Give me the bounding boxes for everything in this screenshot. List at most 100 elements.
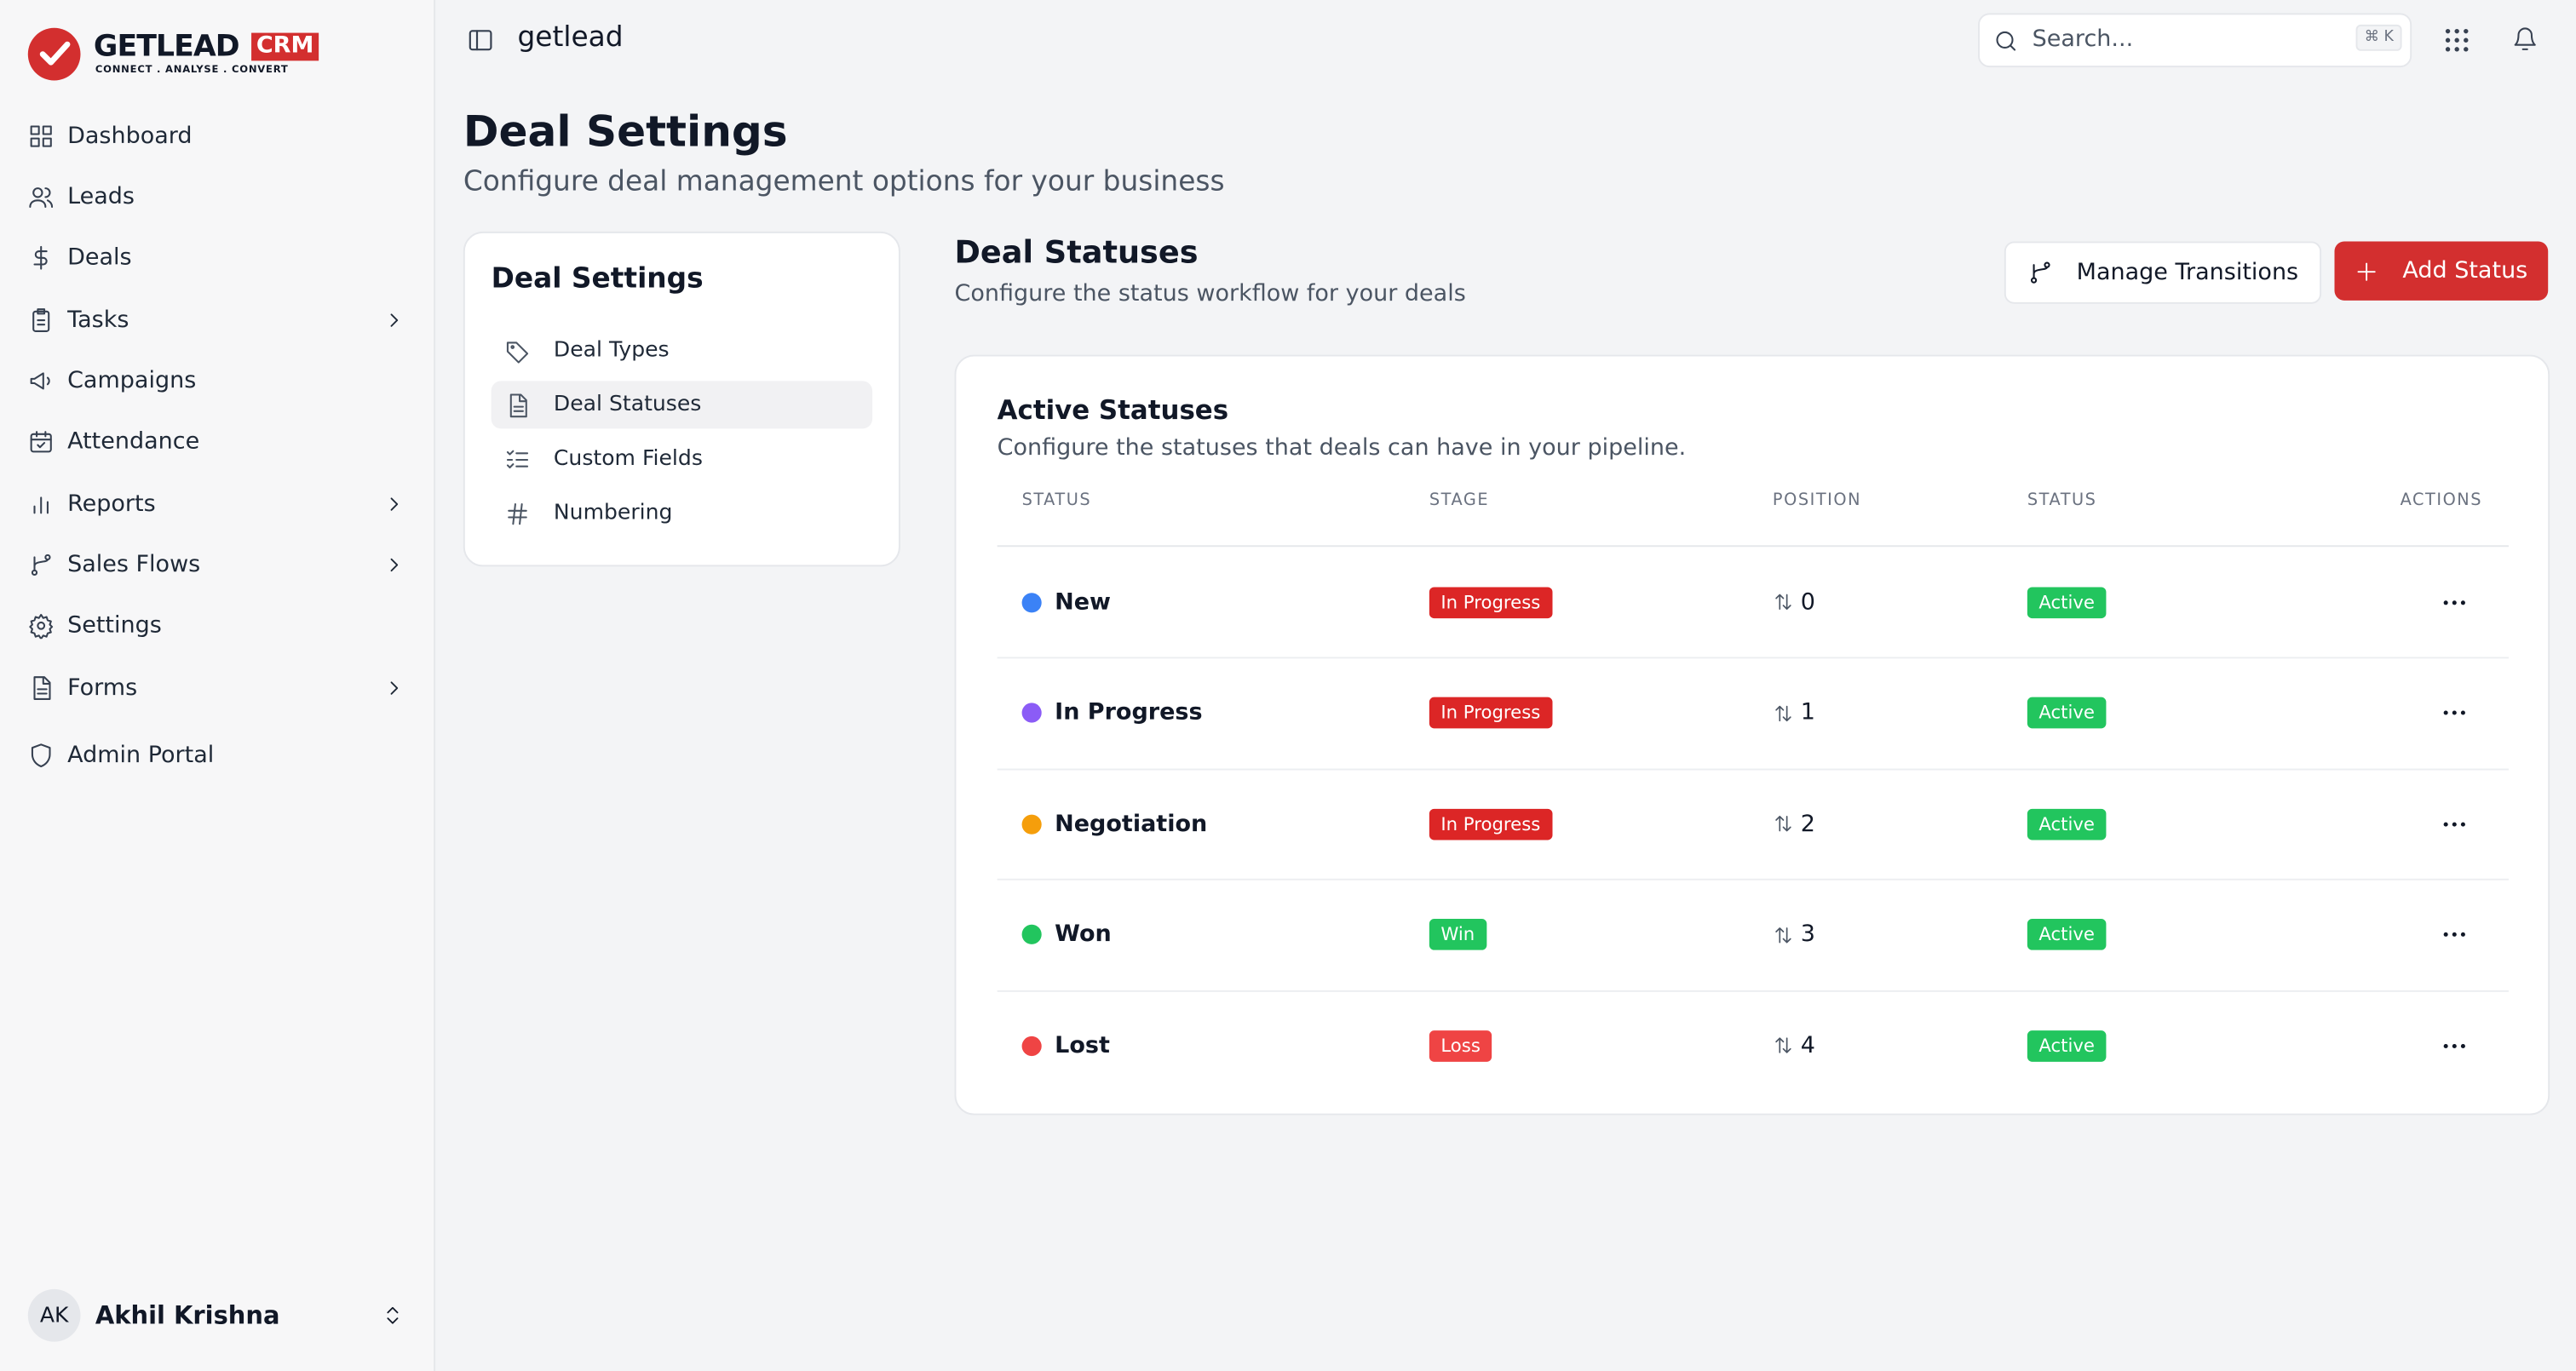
menu-label: Numbering <box>553 501 673 526</box>
user-menu-icon[interactable] <box>381 1304 404 1327</box>
more-icon <box>2443 710 2465 715</box>
nav-item[interactable]: Dashboard <box>28 112 406 161</box>
nav-label: Attendance <box>67 428 200 456</box>
status-name: Won <box>1055 921 1112 948</box>
logo-brand: GETLEAD <box>93 29 240 65</box>
nav-item[interactable]: Forms <box>28 663 406 713</box>
nav-item[interactable]: Leads <box>28 172 406 221</box>
nav-icon <box>33 245 48 270</box>
status-dot <box>1021 1035 1042 1056</box>
column-header: ACTIONS <box>2400 491 2483 510</box>
user-name[interactable]: Akhil Krishna <box>95 1300 280 1331</box>
chevron <box>390 558 399 572</box>
avatar[interactable]: AK <box>27 1288 81 1342</box>
logo-tagline: CONNECT . ANALYSE . CONVERT <box>95 64 289 76</box>
sort-icon <box>1775 594 1791 611</box>
active-badge: Active <box>2027 807 2107 840</box>
stage-badge: In Progress <box>1429 586 1552 618</box>
nav-icon <box>33 676 51 700</box>
nav-icon <box>29 187 54 209</box>
position-value: 1 <box>1800 699 1815 726</box>
nav-icon <box>32 308 50 332</box>
table-subtitle: Configure the statuses that deals can ha… <box>997 435 1687 462</box>
add-status-button[interactable]: Add Status <box>2334 241 2549 301</box>
column-header: STATUS <box>2027 491 2097 510</box>
menu-icon <box>506 449 529 468</box>
status-cell: Won <box>1021 921 1112 948</box>
position-cell: 2 <box>1773 811 1815 837</box>
nav-label: Reports <box>67 490 156 518</box>
menu-icon <box>509 393 527 417</box>
position-value: 3 <box>1800 921 1815 948</box>
table-row: Lost Loss 4 Active <box>998 990 2509 1100</box>
sidebar: GETLEAD CRM CONNECT . ANALYSE . CONVERT … <box>0 0 436 1371</box>
header-divider <box>997 545 2509 548</box>
search-box[interactable]: Search... ⌘ K <box>1977 13 2412 68</box>
active-badge: Active <box>2027 586 2107 618</box>
active-cell: Active <box>2027 586 2107 618</box>
settings-menu-item[interactable]: Deal Types <box>492 327 872 375</box>
table-row: Negotiation In Progress 2 Active <box>997 769 2509 881</box>
nav-icon <box>31 743 51 768</box>
position-cell: 0 <box>1773 588 1815 615</box>
status-name: Lost <box>1055 1032 1110 1058</box>
sort-icon <box>1775 1037 1791 1053</box>
status-name: Negotiation <box>1055 810 1208 837</box>
actions-button[interactable] <box>2443 599 2466 605</box>
actions-button[interactable] <box>2443 709 2466 716</box>
active-cell: Active <box>2027 919 2107 950</box>
status-dot <box>1021 924 1042 944</box>
stage-cell: In Progress <box>1429 586 1552 618</box>
more-icon <box>2443 821 2465 826</box>
statuses-table-card: Active Statuses Configure the statuses t… <box>954 354 2550 1116</box>
status-dot <box>1021 813 1042 834</box>
sort-icon <box>1775 704 1791 721</box>
nav-item[interactable]: Admin Portal <box>28 731 406 780</box>
table-row: In Progress In Progress 1 Active <box>997 657 2509 770</box>
actions-button[interactable] <box>2443 1042 2466 1049</box>
settings-menu-item[interactable]: Custom Fields <box>492 435 872 483</box>
sidebar-toggle[interactable] <box>467 26 495 54</box>
nav-icon <box>30 125 52 147</box>
stage-cell: Win <box>1429 919 1486 950</box>
nav-item[interactable]: Tasks <box>28 295 406 345</box>
page-subtitle: Configure deal management options for yo… <box>463 165 1225 199</box>
nav-label: Settings <box>67 612 162 640</box>
nav-item[interactable]: Deals <box>28 233 406 283</box>
logo-badge: CRM <box>251 32 319 61</box>
stage-badge: In Progress <box>1429 697 1552 729</box>
nav-item[interactable]: Attendance <box>28 417 406 467</box>
nav-label: Deals <box>67 244 132 272</box>
menu-icon <box>508 502 527 525</box>
actions-button[interactable] <box>2443 820 2466 827</box>
nav-item[interactable]: Settings <box>28 601 406 651</box>
apps-icon[interactable] <box>2445 28 2470 53</box>
chevron <box>390 497 399 511</box>
search-shortcut: ⌘ K <box>2356 24 2402 51</box>
nav-label: Dashboard <box>67 123 193 150</box>
status-cell: New <box>1021 588 1111 615</box>
status-dot <box>1021 703 1042 723</box>
settings-menu-item[interactable]: Numbering <box>492 490 872 537</box>
actions-button[interactable] <box>2443 931 2466 938</box>
stage-badge: Win <box>1429 919 1486 950</box>
active-cell: Active <box>2027 697 2107 729</box>
settings-menu-item[interactable]: Deal Statuses <box>491 381 873 429</box>
status-dot <box>1021 592 1042 612</box>
nav-item[interactable]: Sales Flows <box>28 540 406 589</box>
sort-icon <box>1775 926 1791 943</box>
chevron <box>390 313 399 327</box>
search-placeholder: Search... <box>2032 26 2134 53</box>
nav-item[interactable]: Reports <box>28 479 406 529</box>
position-cell: 3 <box>1773 921 1815 948</box>
menu-icon <box>506 341 529 363</box>
active-cell: Active <box>2027 807 2107 840</box>
manage-transitions-button[interactable]: Manage Transitions <box>2004 241 2322 304</box>
nav-item[interactable]: Campaigns <box>28 356 406 405</box>
table-row: New In Progress 0 Active <box>997 547 2509 659</box>
more-icon <box>2443 932 2465 937</box>
nav-label: Sales Flows <box>67 551 201 578</box>
bell-icon[interactable] <box>2512 26 2539 53</box>
